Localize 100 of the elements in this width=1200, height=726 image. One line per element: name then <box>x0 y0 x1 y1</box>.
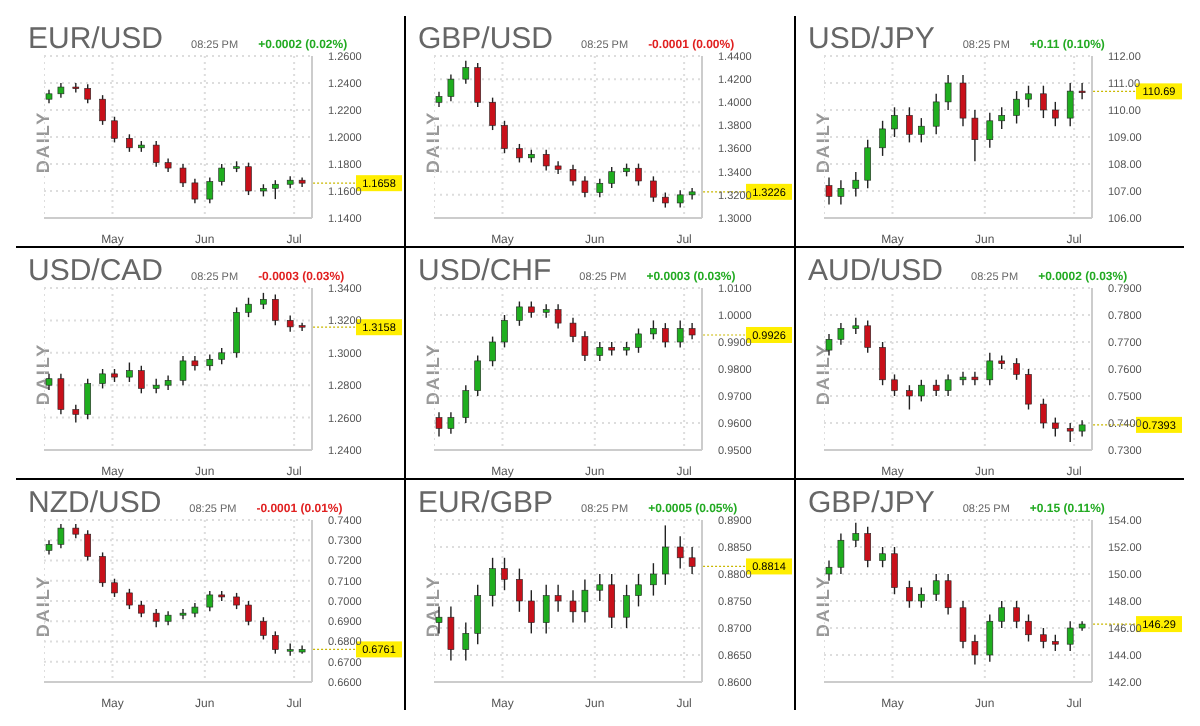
candlestick <box>84 529 92 562</box>
y-axis-title: DAILY <box>33 574 54 638</box>
chart-title: USD/CHF <box>418 254 552 288</box>
candlestick <box>435 605 443 635</box>
candlestick <box>662 524 669 586</box>
chart-title: NZD/USD <box>28 486 162 520</box>
candlestick <box>57 523 65 550</box>
candlestick <box>447 73 455 102</box>
candlestick <box>1066 82 1074 127</box>
candlestick <box>608 166 616 189</box>
candlestick <box>152 608 160 629</box>
candlestick <box>635 162 642 187</box>
candlestick <box>516 567 523 613</box>
candlestick <box>1013 600 1020 629</box>
candlestick <box>126 361 133 383</box>
candlestick <box>998 106 1006 130</box>
candlestick <box>111 116 118 144</box>
candlestick <box>891 373 898 397</box>
candlestick <box>516 300 523 327</box>
candlestick <box>99 368 106 390</box>
candlestick <box>99 551 106 588</box>
candlestick <box>906 106 913 144</box>
candlestick <box>986 613 994 663</box>
candlestick <box>501 120 508 154</box>
candlestick <box>891 106 898 138</box>
candlestick <box>152 140 160 168</box>
candlestick <box>825 176 833 206</box>
candlestick <box>596 573 604 602</box>
candlestick <box>84 83 92 104</box>
candlestick <box>608 573 616 629</box>
candlestick <box>99 94 106 126</box>
candlestick <box>944 74 952 111</box>
chart-title: USD/CAD <box>28 254 164 288</box>
candlestick <box>554 584 562 613</box>
candlestick <box>126 588 133 610</box>
candlestick <box>489 335 496 367</box>
candlestick <box>245 297 252 318</box>
candlestick <box>879 120 886 157</box>
candlestick <box>474 62 482 108</box>
candlestick <box>179 355 187 386</box>
candlestick <box>191 178 199 204</box>
candlestick <box>179 163 187 188</box>
y-axis-title: DAILY <box>813 342 834 406</box>
candlestick <box>447 411 455 435</box>
candlestick <box>260 616 267 641</box>
candlestick <box>1013 90 1020 125</box>
candlestick <box>825 333 833 357</box>
candlestick <box>959 371 967 386</box>
candlestick <box>879 341 886 386</box>
candlestick <box>191 355 199 372</box>
chart-title: EUR/GBP <box>418 486 554 520</box>
candlestick <box>138 365 145 394</box>
candlestick <box>906 384 913 411</box>
candlestick <box>501 314 508 349</box>
candlestick <box>918 117 925 144</box>
candlestick <box>245 161 252 196</box>
candlestick <box>1066 422 1074 443</box>
candlestick <box>569 589 577 624</box>
candlestick <box>688 546 696 575</box>
candlestick <box>1025 368 1032 411</box>
candlestick <box>528 589 535 635</box>
candlestick <box>474 354 482 397</box>
candlestick <box>944 573 952 616</box>
candlestick <box>501 557 508 591</box>
candlestick <box>971 109 979 162</box>
candlestick <box>971 634 979 666</box>
candlestick <box>1025 613 1032 643</box>
candlestick <box>581 175 589 198</box>
candlestick <box>944 373 952 397</box>
candlestick <box>837 322 845 346</box>
candlestick <box>581 330 589 362</box>
candlestick <box>435 411 443 438</box>
candlestick <box>596 341 604 362</box>
candlestick <box>245 600 252 626</box>
candlestick <box>462 384 470 424</box>
candlestick <box>650 562 657 597</box>
candlestick <box>879 546 886 568</box>
y-axis-title: DAILY <box>423 110 444 174</box>
candlestick <box>971 371 979 386</box>
candlestick <box>581 578 589 624</box>
candlestick <box>569 317 577 343</box>
chart-title: AUD/USD <box>808 254 944 288</box>
candlestick <box>447 605 455 662</box>
chart-title: EUR/USD <box>28 22 164 56</box>
candlestick <box>569 164 577 187</box>
y-axis-title: DAILY <box>813 574 834 638</box>
candlestick <box>1066 620 1074 652</box>
candlestick <box>233 306 240 359</box>
candlestick <box>662 322 669 349</box>
candlestick <box>837 179 845 206</box>
candlestick <box>1078 82 1086 100</box>
y-axis-title: DAILY <box>33 110 54 174</box>
candlestick <box>1040 85 1047 119</box>
candlestick <box>864 319 872 354</box>
candlestick <box>179 608 187 620</box>
candlestick <box>918 379 925 403</box>
y-axis-title: DAILY <box>423 342 444 406</box>
candlestick <box>959 600 967 649</box>
candlestick <box>462 621 470 662</box>
candlestick <box>959 74 967 127</box>
